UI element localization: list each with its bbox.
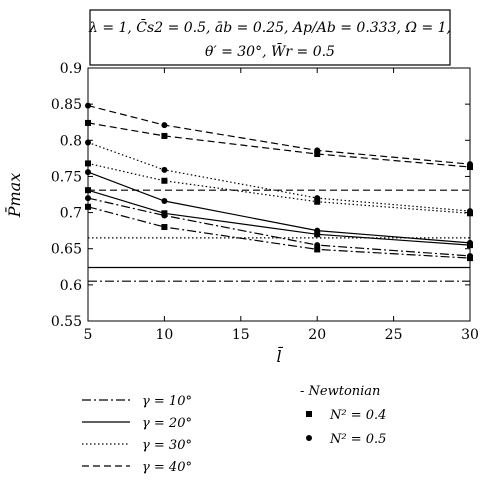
y-axis-title: P̄max [3,173,24,219]
marker-square [314,151,321,158]
legend-line-label: γ = 40° [142,460,192,475]
parameter-line-1: λ = 1, C̄s2 = 0.5, āb = 0.25, Ap/Ab = 0.… [88,18,451,36]
legend-marker-label: - Newtonian [300,384,380,399]
marker-circle [161,166,168,173]
legend-marker-label: N² = 0.5 [329,432,386,447]
marker-circle [161,198,168,205]
series-line-11 [87,122,471,168]
marker-square [161,224,168,231]
series-line-2 [87,206,471,259]
series-line-12 [87,105,471,165]
x-tick-label: 25 [385,327,403,343]
marker-circle [467,208,473,215]
marker-circle [314,147,321,154]
marker-square [85,119,91,126]
marker-circle [467,239,473,246]
legend-circle-marker [306,435,312,441]
y-tick-label: 0.7 [60,206,82,222]
x-tick-label: 15 [232,327,250,343]
x-tick-label: 5 [84,327,93,343]
legend-markers: - Newtonian N² = 0.4 N² = 0.5 [300,384,386,447]
x-tick-label: 20 [308,327,326,343]
marker-circle [314,195,321,202]
parameter-box: λ = 1, C̄s2 = 0.5, āb = 0.25, Ap/Ab = 0.… [88,9,451,66]
legend-line-styles: γ = 10° γ = 20° γ = 30° γ = 40° [82,394,192,475]
marker-square [314,231,321,238]
marker-circle [314,227,321,234]
marker-circle [85,139,91,146]
marker-circle [314,242,321,249]
x-axis-title: l̄ [276,345,283,366]
marker-square [85,160,91,167]
marker-square [314,198,321,205]
y-axis: 0.55 0.6 0.65 0.7 0.75 0.8 0.85 0.9 [51,61,470,330]
legend-marker-label: N² = 0.4 [329,408,386,423]
legend-line-label: γ = 30° [142,438,192,453]
marker-layer [85,102,473,262]
marker-circle [85,195,91,202]
series-layer [87,105,471,282]
marker-circle [161,122,168,129]
marker-circle [467,161,473,168]
series-line-5 [87,189,471,246]
parameter-box-border [89,9,451,66]
legend-line-label: γ = 10° [142,394,192,409]
plot-frame [87,67,471,322]
y-tick-label: 0.85 [51,97,82,113]
series-line-3 [87,197,471,257]
y-tick-label: 0.9 [60,61,82,77]
marker-circle [85,102,91,109]
series-line-8 [87,162,471,214]
y-tick-label: 0.65 [51,242,82,258]
series-line-6 [87,171,471,244]
marker-square [85,187,91,194]
y-tick-label: 0.55 [51,314,82,330]
parameter-line-2: θ′ = 30°, W̄r = 0.5 [205,42,335,60]
y-tick-label: 0.6 [60,278,82,294]
marker-circle [85,169,91,176]
y-tick-label: 0.8 [60,133,82,149]
x-axis: 5 10 15 20 25 30 [84,68,479,343]
marker-square [161,177,168,184]
marker-square [314,246,321,253]
marker-square [161,132,168,139]
y-tick-label: 0.75 [51,169,82,185]
legend-line-label: γ = 20° [142,416,192,431]
legend-square-marker [306,411,312,417]
x-tick-label: 30 [461,327,479,343]
x-tick-label: 10 [155,327,173,343]
marker-square [85,203,91,210]
marker-circle [467,252,473,259]
series-line-9 [87,141,471,212]
marker-square [161,210,168,217]
